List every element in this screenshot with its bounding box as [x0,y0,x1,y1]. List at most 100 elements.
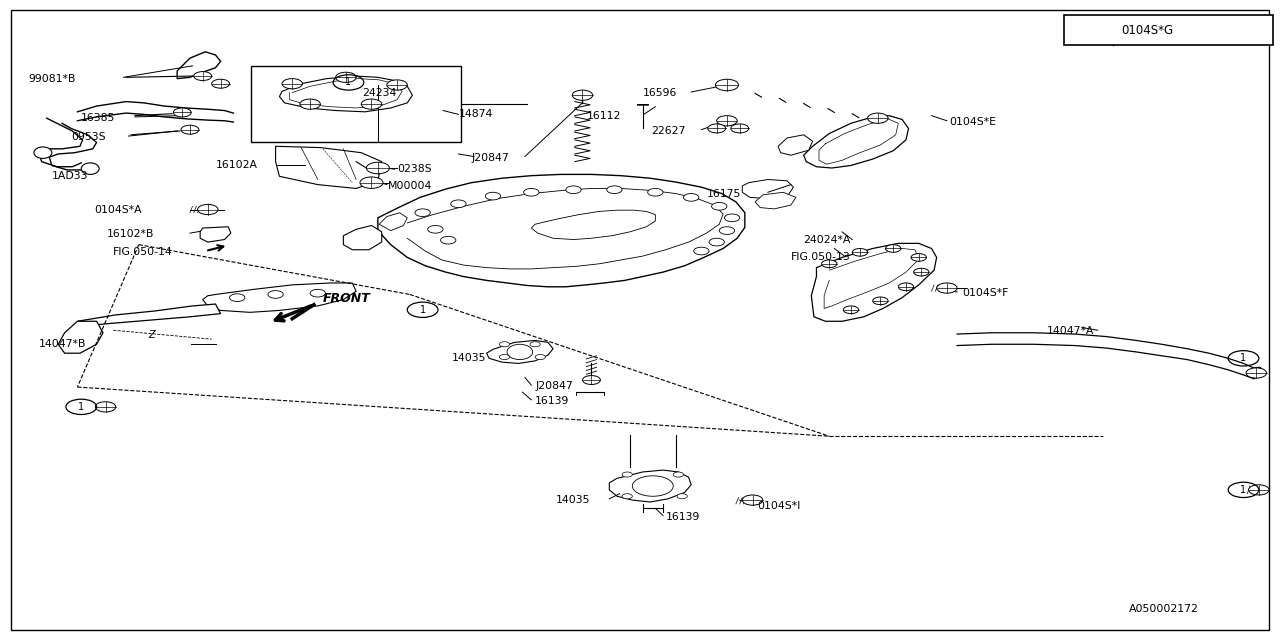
Circle shape [268,291,283,298]
Circle shape [724,214,740,221]
Text: 16175: 16175 [707,189,741,198]
Polygon shape [742,179,794,198]
Circle shape [428,225,443,233]
Circle shape [335,72,356,83]
Circle shape [173,108,191,117]
Circle shape [719,227,735,234]
Circle shape [197,204,218,214]
Circle shape [868,113,888,124]
Text: J20847: J20847 [535,381,573,392]
Circle shape [530,342,540,347]
Text: 16102*B: 16102*B [106,229,154,239]
Circle shape [607,186,622,193]
Text: 16102A: 16102A [215,161,257,170]
Text: M00004: M00004 [388,181,433,191]
Polygon shape [343,225,381,250]
Text: 1: 1 [1085,25,1092,35]
Circle shape [712,202,727,210]
Polygon shape [609,470,691,502]
Polygon shape [77,304,220,326]
Circle shape [535,355,545,360]
Text: 24234: 24234 [362,88,397,98]
Circle shape [451,200,466,207]
Text: 0953S: 0953S [70,132,106,142]
Circle shape [709,238,724,246]
Circle shape [229,294,244,301]
Circle shape [852,248,868,256]
Text: 14035: 14035 [452,353,486,364]
Text: FRONT: FRONT [323,292,371,305]
Circle shape [566,186,581,193]
Circle shape [648,188,663,196]
Text: 0104S*E: 0104S*E [950,117,996,127]
Text: 24024*A: 24024*A [804,235,851,245]
Circle shape [742,495,763,505]
Circle shape [708,124,726,133]
Text: 0104S*I: 0104S*I [758,502,801,511]
Circle shape [911,253,927,261]
Text: 1: 1 [420,305,426,315]
Circle shape [310,289,325,297]
Text: 1: 1 [1240,485,1247,495]
Circle shape [822,260,837,268]
Bar [251,66,461,143]
Text: FIG.050-13: FIG.050-13 [791,252,851,262]
Circle shape [387,80,407,90]
Circle shape [673,472,684,477]
Text: 1AD33: 1AD33 [51,171,88,180]
Text: 99081*B: 99081*B [29,74,77,84]
Text: A050002172: A050002172 [1129,604,1198,614]
Circle shape [694,247,709,255]
Polygon shape [778,135,813,156]
Text: 0104S*G: 0104S*G [1121,24,1172,36]
Circle shape [300,99,320,109]
Bar [1065,15,1272,45]
Circle shape [873,297,888,305]
Ellipse shape [632,476,673,496]
Circle shape [622,472,632,477]
Text: 14035: 14035 [556,495,590,505]
Text: FIG.050-14: FIG.050-14 [113,247,173,257]
Circle shape [415,209,430,216]
Circle shape [1248,484,1268,495]
Circle shape [684,193,699,201]
Circle shape [1245,368,1266,378]
Text: 1: 1 [78,402,84,412]
Text: 16596: 16596 [643,88,677,98]
Circle shape [366,163,389,173]
Circle shape [211,79,229,88]
Circle shape [622,493,632,499]
Circle shape [937,283,957,293]
Text: 14874: 14874 [458,109,493,120]
Circle shape [360,177,383,188]
Circle shape [524,188,539,196]
Text: J20847: J20847 [471,153,509,163]
Circle shape [499,342,509,347]
Polygon shape [200,227,230,242]
Text: 14047*B: 14047*B [40,339,87,349]
Circle shape [193,72,211,81]
Circle shape [717,116,737,126]
Text: 16139: 16139 [535,396,570,406]
Circle shape [582,376,600,385]
Circle shape [485,192,500,200]
Text: 16112: 16112 [586,111,621,121]
Circle shape [731,124,749,133]
Polygon shape [1253,367,1263,379]
Text: 14047*A: 14047*A [1047,326,1094,337]
Text: 1: 1 [346,77,352,88]
Polygon shape [275,147,381,188]
Polygon shape [812,243,937,321]
Ellipse shape [507,344,532,360]
Polygon shape [531,210,655,239]
Circle shape [95,402,115,412]
Circle shape [899,283,914,291]
Text: 1: 1 [1240,353,1247,364]
Polygon shape [486,340,553,364]
Text: 16385: 16385 [81,113,115,123]
Polygon shape [202,283,356,312]
Text: 16139: 16139 [666,512,700,522]
Circle shape [440,236,456,244]
Polygon shape [58,321,102,353]
Text: 22627: 22627 [652,126,686,136]
